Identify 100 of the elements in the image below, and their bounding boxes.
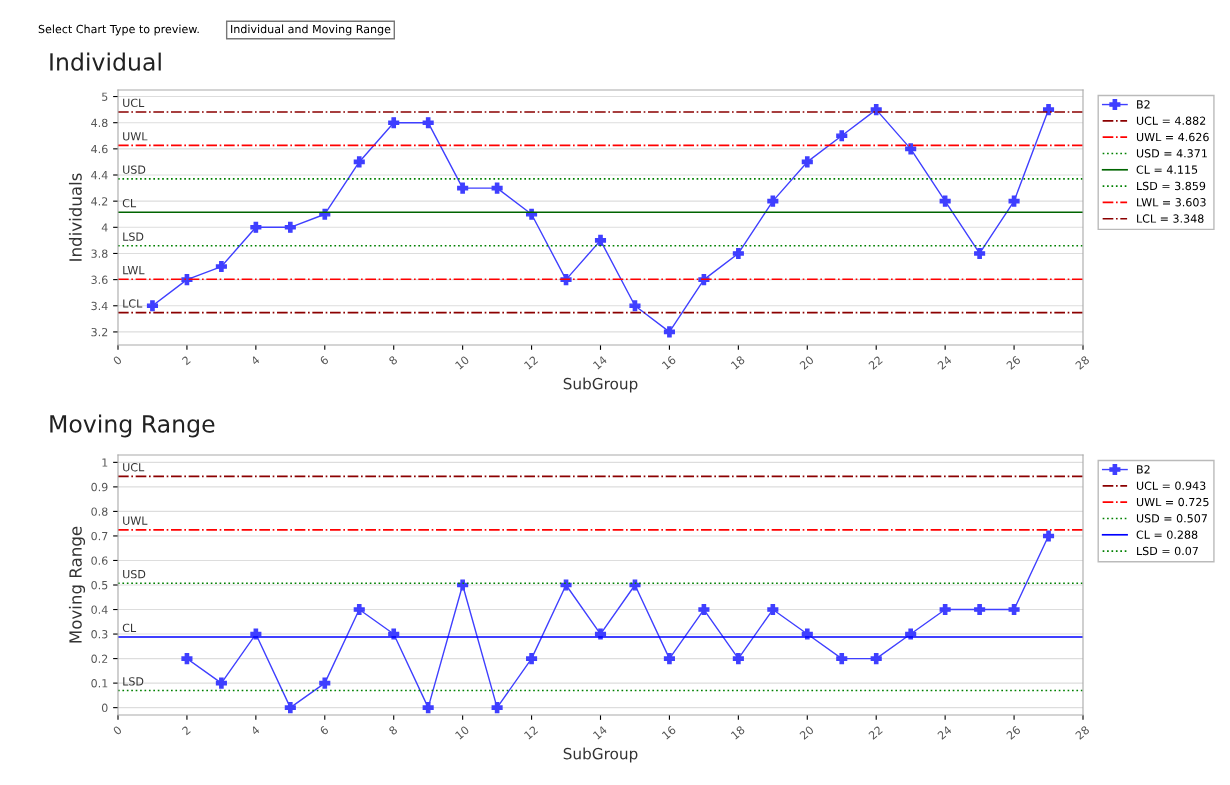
- y-axis-title: Moving Range: [68, 526, 86, 643]
- point: [1042, 530, 1055, 542]
- annotation: LWL: [123, 266, 145, 275]
- point: [801, 156, 813, 168]
- point: [698, 603, 710, 616]
- point: [491, 702, 503, 714]
- x-tick-label: 8: [388, 355, 398, 366]
- annotation: CL: [122, 623, 137, 633]
- x-tick-label: 2: [181, 355, 191, 366]
- legend-label: UWL = 4.626: [1136, 132, 1209, 142]
- point: [353, 603, 365, 616]
- point: [870, 653, 882, 665]
- point: [629, 579, 641, 591]
- x-tick-label: 28: [1074, 355, 1090, 370]
- y-tick-label: 0.1: [91, 679, 108, 688]
- legend-label: CL = 4.115: [1136, 165, 1198, 174]
- point: [250, 221, 262, 233]
- annotation: LSD: [123, 677, 144, 686]
- point: [732, 653, 744, 665]
- y-tick-label: 0.7: [91, 531, 108, 541]
- y-tick-label: 4: [101, 223, 108, 232]
- point: [836, 130, 848, 142]
- point: [629, 300, 641, 312]
- y-tick-label: 3.2: [91, 327, 108, 337]
- annotation: USD: [123, 569, 146, 579]
- point: [560, 579, 572, 591]
- point: [870, 104, 882, 116]
- x-tick-label: 12: [523, 355, 539, 370]
- chart-title: Moving Range: [50, 414, 215, 438]
- x-tick-label: 2: [181, 725, 191, 736]
- y-tick-label: 0.8: [91, 507, 108, 516]
- x-tick-label: 14: [592, 355, 608, 370]
- y-tick-label: 4.4: [91, 171, 108, 180]
- legend-label: UWL = 0.725: [1136, 497, 1209, 507]
- annotation: UCL: [123, 98, 145, 108]
- point: [1008, 195, 1020, 207]
- legend-label: LWL = 3.603: [1137, 198, 1206, 207]
- x-tick-label: 10: [454, 725, 470, 740]
- y-tick-label: 5: [102, 92, 108, 101]
- point: [905, 143, 917, 155]
- point: [732, 247, 744, 260]
- y-tick-label: 0.3: [91, 630, 108, 639]
- point: [181, 653, 193, 665]
- legend-label: USD = 4.371: [1136, 149, 1207, 158]
- point: [388, 117, 400, 129]
- y-tick-label: 0.2: [91, 654, 108, 663]
- point: [1008, 603, 1020, 616]
- legend-label: LSD = 0.07: [1137, 546, 1198, 556]
- annotation: USD: [123, 165, 146, 174]
- x-tick-label: 24: [937, 725, 953, 740]
- point: [974, 247, 986, 260]
- annotation: LSD: [123, 232, 144, 241]
- point: [353, 156, 365, 168]
- y-tick-label: 0.4: [91, 605, 108, 614]
- y-tick-label: 0.5: [91, 580, 108, 590]
- text: Individual and Moving Range: [231, 24, 391, 36]
- point: [836, 653, 848, 665]
- point: [319, 677, 331, 689]
- x-tick-label: 4: [250, 355, 261, 366]
- y-tick-label: 3.8: [91, 249, 108, 258]
- legend-label: USD = 0.507: [1136, 514, 1207, 523]
- point: [215, 677, 227, 689]
- chart-title: Individual: [50, 52, 161, 71]
- x-tick-label: 4: [250, 725, 261, 736]
- y-tick-label: 4.2: [91, 197, 108, 206]
- y-tick-label: 4.6: [91, 144, 108, 154]
- legend-label: CL = 0.288: [1136, 530, 1198, 539]
- y-tick-label: 1: [102, 458, 108, 467]
- legend-label: B2: [1137, 465, 1150, 474]
- point: [284, 221, 296, 233]
- legend-label: B2: [1137, 100, 1150, 109]
- x-tick-label: 6: [319, 355, 330, 366]
- point: [939, 603, 951, 616]
- x-tick-label: 0: [112, 355, 123, 366]
- y-tick-label: 3.4: [91, 301, 108, 311]
- x-tick-label: 8: [388, 725, 398, 736]
- point: [663, 326, 675, 338]
- y-tick-label: 4.8: [91, 118, 108, 128]
- point: [767, 603, 779, 616]
- point: [974, 603, 986, 616]
- x-tick-label: 20: [799, 725, 815, 740]
- annotation: UWL: [123, 132, 148, 141]
- x-tick-label: 10: [454, 355, 470, 370]
- point: [767, 195, 779, 207]
- point: [284, 702, 296, 714]
- y-tick-label: 0.9: [91, 482, 108, 492]
- point: [526, 653, 538, 665]
- x-tick-label: 22: [868, 355, 883, 370]
- point: [422, 117, 434, 129]
- x-tick-label: 26: [1005, 355, 1022, 370]
- annotation: UCL: [123, 463, 145, 472]
- legend-label: LSD = 3.859: [1137, 181, 1206, 191]
- point: [939, 195, 951, 207]
- x-tick-label: 22: [868, 725, 883, 740]
- point: [457, 579, 469, 591]
- point: [1042, 104, 1055, 116]
- x-tick-label: 28: [1074, 725, 1090, 740]
- point: [146, 300, 159, 312]
- x-tick-label: 20: [799, 355, 815, 370]
- x-tick-label: 6: [319, 725, 330, 736]
